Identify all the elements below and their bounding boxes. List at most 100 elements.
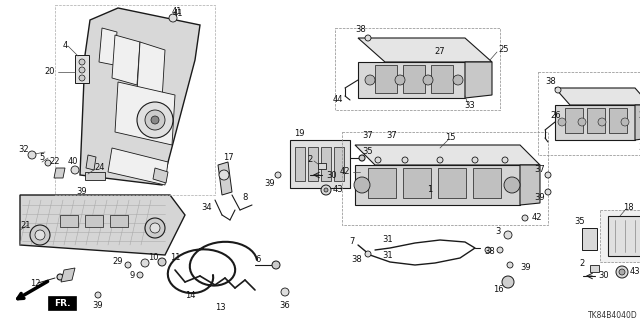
Text: 30: 30 <box>326 171 337 180</box>
Text: 5: 5 <box>40 153 45 162</box>
Bar <box>110 215 128 227</box>
Text: 18: 18 <box>623 203 634 212</box>
Circle shape <box>151 116 159 124</box>
Bar <box>403 65 425 93</box>
Polygon shape <box>112 35 140 85</box>
Bar <box>75 55 89 83</box>
Bar <box>321 147 331 181</box>
Text: 39: 39 <box>93 300 103 309</box>
Circle shape <box>45 160 51 166</box>
Circle shape <box>281 288 289 296</box>
Text: 12: 12 <box>30 278 40 287</box>
Bar <box>600 210 640 262</box>
Bar <box>375 65 397 93</box>
Polygon shape <box>61 268 75 282</box>
Circle shape <box>522 215 528 221</box>
Text: 42: 42 <box>532 213 543 222</box>
Polygon shape <box>218 162 232 195</box>
Polygon shape <box>555 105 635 140</box>
Bar <box>431 65 453 93</box>
Text: 17: 17 <box>223 154 234 163</box>
Polygon shape <box>115 82 175 145</box>
Text: 30: 30 <box>598 271 609 281</box>
Polygon shape <box>358 62 465 98</box>
Bar <box>403 168 431 198</box>
Circle shape <box>621 118 629 126</box>
Circle shape <box>453 75 463 85</box>
Text: 33: 33 <box>465 101 476 110</box>
Circle shape <box>545 172 551 178</box>
Circle shape <box>145 218 165 238</box>
Circle shape <box>219 170 229 180</box>
Text: 1: 1 <box>428 186 433 195</box>
Polygon shape <box>355 145 540 165</box>
Circle shape <box>272 261 280 269</box>
Text: 35: 35 <box>362 148 372 156</box>
Bar <box>609 108 627 133</box>
Text: 28: 28 <box>638 110 640 119</box>
Polygon shape <box>20 195 185 255</box>
Bar <box>608 216 640 256</box>
Circle shape <box>502 157 508 163</box>
Text: 25: 25 <box>498 45 509 54</box>
Text: 40: 40 <box>68 157 78 166</box>
Text: 24: 24 <box>95 164 105 172</box>
Polygon shape <box>86 155 96 170</box>
Polygon shape <box>54 168 65 178</box>
Bar <box>334 147 344 181</box>
Text: 6: 6 <box>255 255 260 265</box>
Bar <box>295 147 305 181</box>
Bar <box>438 168 466 198</box>
Text: 9: 9 <box>129 270 134 279</box>
Text: 41: 41 <box>172 7 182 17</box>
Circle shape <box>555 87 561 93</box>
Polygon shape <box>520 165 540 205</box>
Text: 32: 32 <box>19 146 29 155</box>
Polygon shape <box>99 28 117 65</box>
Text: FR.: FR. <box>54 299 70 308</box>
Text: 21: 21 <box>20 220 31 229</box>
Text: 42: 42 <box>339 167 350 177</box>
Bar <box>582 228 597 250</box>
Text: 2: 2 <box>307 156 312 164</box>
Bar <box>318 163 326 169</box>
Circle shape <box>359 155 365 161</box>
Circle shape <box>125 262 131 268</box>
Bar <box>587 108 605 133</box>
Text: 38: 38 <box>484 247 495 257</box>
Text: 39: 39 <box>265 179 275 188</box>
Bar <box>85 172 105 180</box>
Circle shape <box>71 166 79 174</box>
Circle shape <box>365 251 371 257</box>
Bar <box>565 108 583 133</box>
Circle shape <box>365 75 375 85</box>
Circle shape <box>79 59 85 65</box>
Text: 16: 16 <box>493 285 503 294</box>
Polygon shape <box>153 168 168 183</box>
Polygon shape <box>358 38 492 62</box>
Text: 39: 39 <box>77 188 87 196</box>
Circle shape <box>619 269 625 275</box>
Circle shape <box>28 151 36 159</box>
Text: 2: 2 <box>579 259 584 268</box>
Circle shape <box>354 177 370 193</box>
Circle shape <box>598 118 606 126</box>
Text: 7: 7 <box>349 237 355 246</box>
Text: 39: 39 <box>534 193 545 202</box>
Text: 31: 31 <box>383 252 394 260</box>
Text: 14: 14 <box>185 291 195 300</box>
Text: 11: 11 <box>170 253 180 262</box>
Text: 13: 13 <box>214 303 225 313</box>
Text: 33: 33 <box>638 143 640 153</box>
Polygon shape <box>465 62 492 98</box>
Circle shape <box>95 292 101 298</box>
Circle shape <box>275 172 281 178</box>
Circle shape <box>79 67 85 73</box>
Text: 20: 20 <box>45 68 55 76</box>
Polygon shape <box>137 42 165 100</box>
Circle shape <box>365 35 371 41</box>
Text: 27: 27 <box>435 47 445 57</box>
Text: 4: 4 <box>62 41 68 50</box>
Circle shape <box>321 185 331 195</box>
Bar <box>308 147 318 181</box>
